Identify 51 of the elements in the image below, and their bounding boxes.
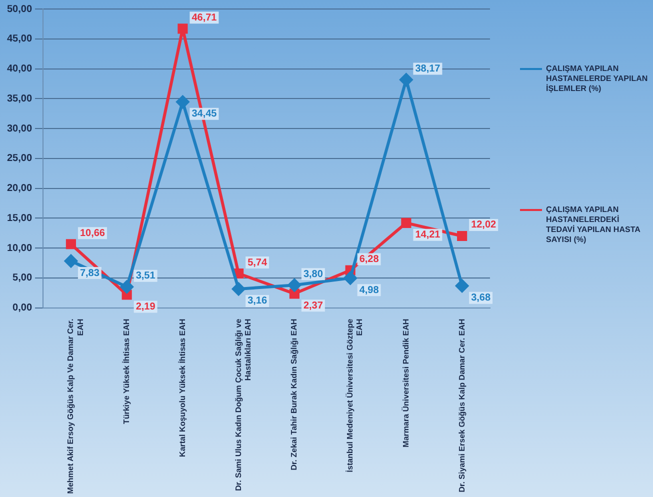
- data-label: 2,37: [303, 300, 324, 312]
- data-label: 12,02: [471, 220, 497, 231]
- y-tick-label: 10,00: [6, 242, 32, 254]
- data-label: 14,21: [415, 230, 441, 241]
- point: [289, 288, 300, 299]
- point: [176, 95, 190, 108]
- x-tick-label: Dr. Zekai Tahir Burak Kadın Sağlığı EAH: [290, 318, 299, 470]
- point: [122, 290, 132, 300]
- x-tick-label: Marmara Üniversitesi Pendik EAH: [401, 318, 410, 448]
- point: [120, 280, 134, 294]
- x-tick-label: Kartal Koşuyolu Yüksek İhtisas EAH: [178, 318, 187, 457]
- point: [401, 218, 412, 228]
- y-tick-label: 0,00: [12, 302, 32, 314]
- x-tick-label: Dr. Siyami Ersek Göğüs Kalp Damar Cer. EAH: [457, 318, 466, 492]
- y-tick-label: 40,00: [6, 64, 32, 75]
- y-tick-label: 5,00: [12, 272, 32, 284]
- y-tick-label: 35,00: [6, 93, 32, 104]
- legend-label: ÇALIŞMA YAPILAN HASTANELERDEKİ TEDAVİ YAPILAN HASTA SAYISI (%): [546, 205, 642, 245]
- data-label: 38,17: [415, 63, 441, 74]
- point: [66, 239, 76, 250]
- point: [344, 272, 357, 285]
- x-tick-label: Türkiye Yüksek İhtisas EAH: [122, 318, 132, 424]
- data-label: 3,80: [303, 268, 324, 280]
- data-label: 3,68: [471, 292, 491, 304]
- y-tick-label: 50,00: [6, 4, 32, 15]
- data-label: 34,45: [192, 108, 218, 120]
- point: [64, 254, 78, 268]
- y-tick-label: 15,00: [6, 212, 32, 224]
- data-label: 46,71: [192, 12, 218, 24]
- point: [232, 282, 246, 296]
- y-tick-label: 20,00: [6, 183, 32, 194]
- x-tick-label: Mehmet Akif Ersoy Göğüs Kalp Ve Damar Cer. EAH: [66, 318, 85, 494]
- data-label: 3,51: [136, 270, 156, 282]
- data-label: 5,74: [248, 257, 268, 268]
- y-tick-label: 30,00: [6, 123, 32, 134]
- x-tick-label: İstanbul Medeniyet Üniversitesi Göztepe EAH: [346, 318, 364, 472]
- point: [457, 230, 468, 242]
- data-label: 7,83: [80, 268, 100, 279]
- data-label: 3,16: [248, 296, 268, 307]
- legend-label: ÇALIŞMA YAPILAN HASTANELERDE YAPILAN İŞLEMLER (%): [546, 64, 649, 94]
- y-tick-label: 25,00: [6, 153, 32, 164]
- point: [178, 24, 188, 34]
- data-label: 2,19: [136, 301, 156, 312]
- point: [288, 278, 301, 292]
- y-tick-label: 45,00: [6, 34, 32, 45]
- x-tick-label: Dr. Sami Ulus Kadın Doğum Çocuk Sağlığı ve Hastalıkları EAH: [234, 318, 252, 491]
- data-label: 6,28: [359, 254, 380, 266]
- data-label: 10,66: [80, 228, 106, 239]
- data-label: 4,98: [359, 284, 380, 296]
- point: [456, 279, 469, 292]
- point: [400, 73, 413, 86]
